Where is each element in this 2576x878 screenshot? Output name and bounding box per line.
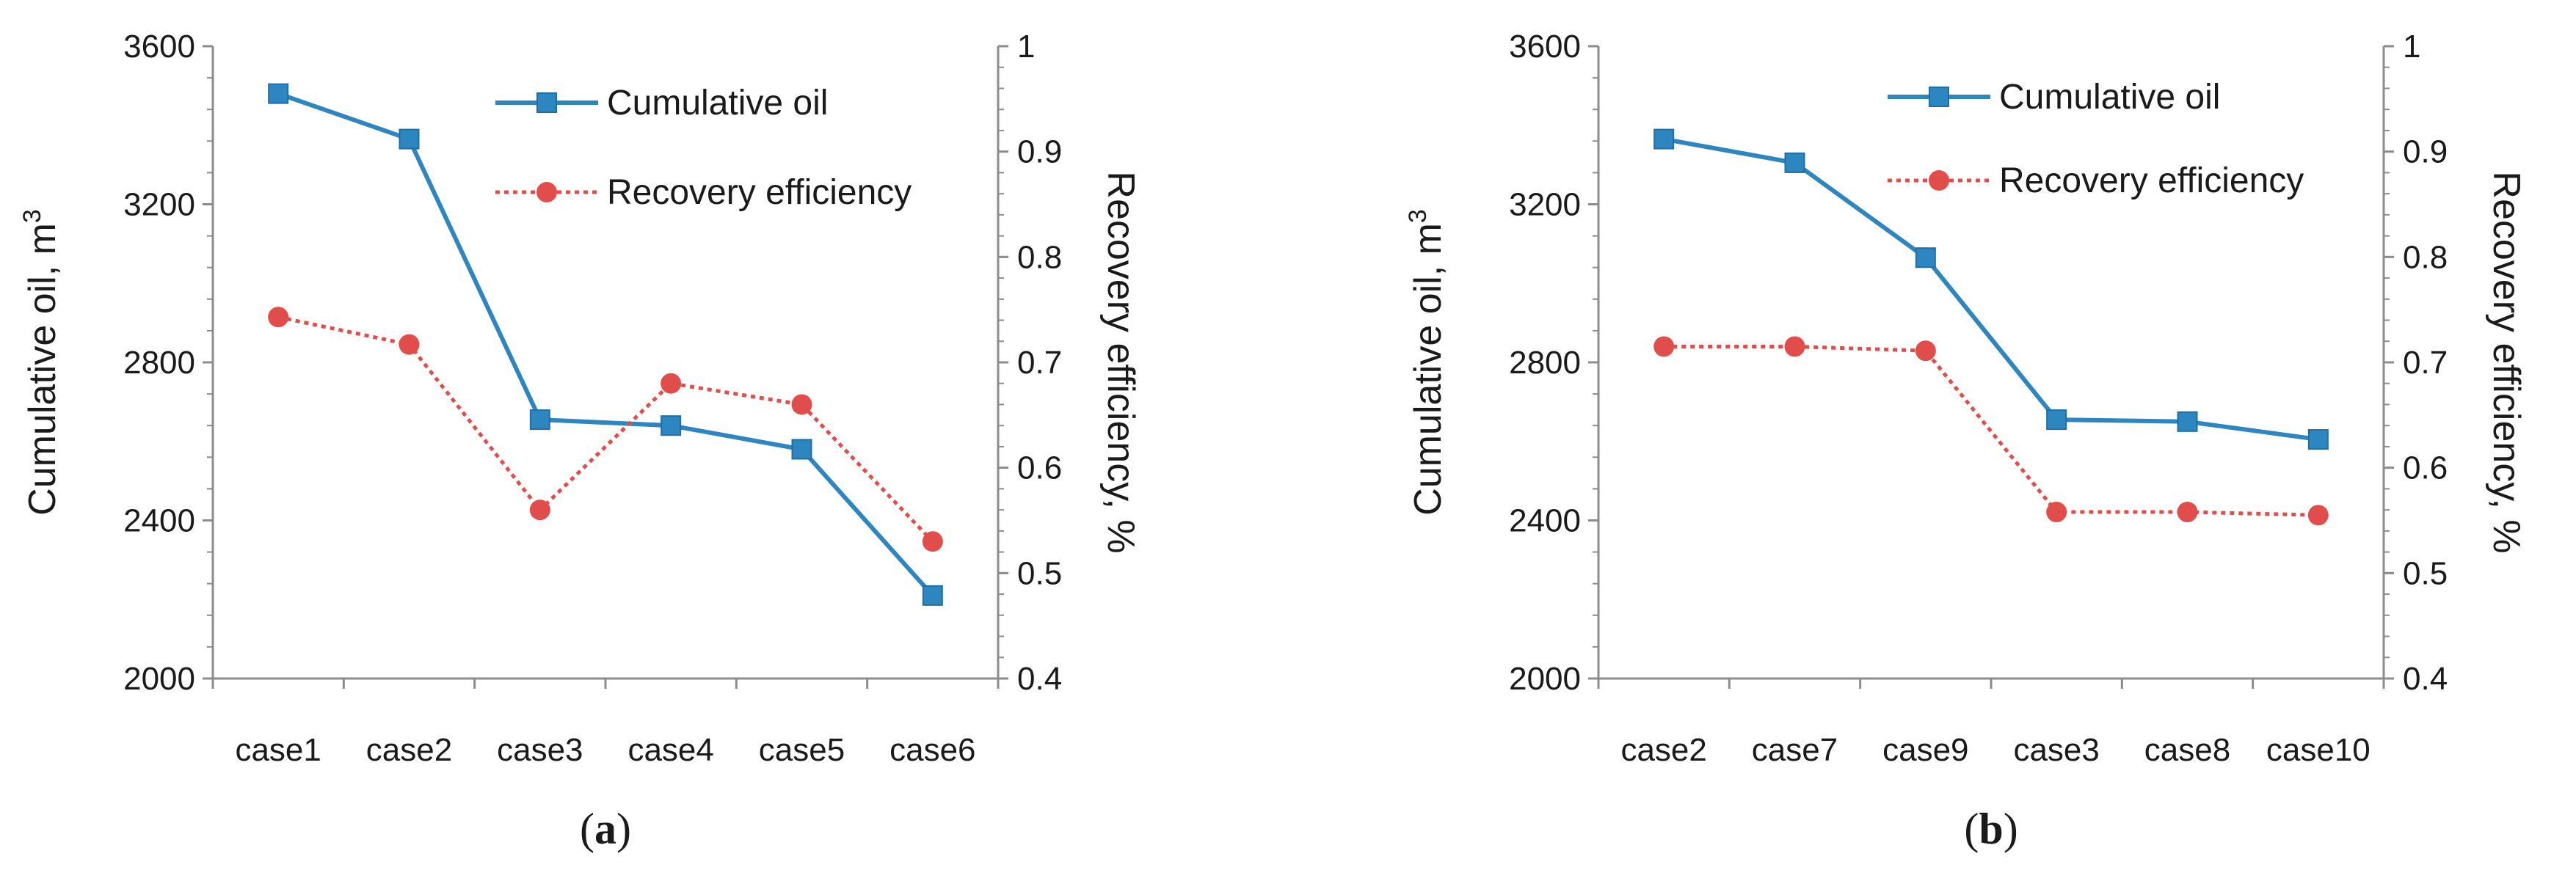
point-cumulative-oil [268, 83, 289, 104]
legend-label: Recovery efficiency [1999, 161, 2304, 200]
right-tick-label: 0.7 [1017, 345, 1062, 381]
point-cumulative-oil [791, 439, 812, 460]
legend-label: Cumulative oil [607, 84, 828, 122]
right-tick-label: 1 [1017, 29, 1035, 65]
right-tick-label: 0.5 [1017, 555, 1062, 591]
left-axis-title-text: Cumulative oil, m [1407, 223, 1449, 516]
panel-label-letter: b [1979, 805, 2003, 853]
x-tick-label: case10 [2266, 732, 2371, 768]
point-recovery-efficiency [2307, 505, 2329, 526]
left-tick-label: 2400 [1509, 503, 1581, 539]
x-tick-label: case9 [1882, 732, 1968, 768]
point-recovery-efficiency [1653, 336, 1675, 357]
panel-label-open: ( [580, 805, 594, 853]
right-axis-title: Recovery efficiency, % [1099, 171, 1142, 553]
point-cumulative-oil [2177, 411, 2198, 432]
right-tick-label: 0.9 [2403, 134, 2448, 170]
point-recovery-efficiency [1784, 336, 1805, 357]
point-cumulative-oil [922, 585, 943, 606]
panel-label-letter: a [594, 805, 616, 853]
left-tick-label: 2800 [123, 345, 195, 381]
point-recovery-efficiency [2177, 502, 2198, 523]
x-tick-label: case4 [627, 732, 713, 768]
x-tick-label: case3 [497, 732, 583, 768]
left-tick-label: 2000 [1509, 661, 1581, 697]
left-tick-label: 3600 [1509, 29, 1581, 65]
left-tick-label: 2400 [123, 503, 195, 539]
chart-panel-b: 2000 2400 2800 3200 3600 0.4 0.5 0.6 0.7 0.8 0.9 1 c… [1404, 29, 2528, 853]
left-axis-title-superscript: 3 [18, 209, 46, 223]
legend-marker-square [1929, 87, 1949, 107]
x-tick-label: case8 [2144, 732, 2230, 768]
x-tick-label: case2 [366, 732, 452, 768]
point-cumulative-oil [2046, 409, 2067, 431]
series-line-cumulative-oil [1663, 136, 2319, 442]
right-axis-title: Recovery efficiency, % [2485, 171, 2528, 553]
point-cumulative-oil [399, 128, 420, 150]
point-cumulative-oil [1915, 247, 1936, 268]
left-tick-label: 3200 [1509, 187, 1581, 223]
right-tick-label: 0.6 [2403, 450, 2448, 486]
point-cumulative-oil [1653, 128, 1675, 150]
legend-marker-circle [1929, 170, 1949, 191]
panel-label-open: ( [1964, 805, 1979, 853]
right-tick-label: 1 [2403, 29, 2420, 65]
right-tick-label: 0.9 [1017, 134, 1062, 170]
point-recovery-efficiency [2046, 502, 2067, 523]
legend-marker-square [536, 92, 557, 113]
legend-label: Recovery efficiency [607, 173, 912, 212]
legend-marker-circle [536, 182, 557, 202]
panel-label: (b) [1964, 805, 2017, 853]
left-axis-title-superscript: 3 [1404, 209, 1432, 223]
panel-label: (a) [580, 805, 631, 853]
legend-label: Cumulative oil [1999, 78, 2220, 117]
point-recovery-efficiency [1915, 340, 1936, 362]
point-cumulative-oil [529, 409, 550, 431]
right-tick-label: 0.8 [1017, 239, 1062, 275]
right-tick-label: 0.6 [1017, 450, 1062, 486]
left-axis-title-text: Cumulative oil, m [21, 223, 64, 516]
point-recovery-efficiency [268, 307, 289, 328]
panel-label-close: ) [616, 805, 631, 853]
point-cumulative-oil [1784, 152, 1805, 173]
right-tick-label: 0.4 [1017, 661, 1062, 697]
left-axis-title: Cumulative oil, m3 [1404, 209, 1449, 516]
series-line-recovery-efficiency [277, 315, 934, 543]
point-cumulative-oil [2307, 429, 2329, 450]
point-recovery-efficiency [791, 394, 812, 415]
point-recovery-efficiency [399, 334, 420, 355]
left-tick-label: 3200 [123, 187, 195, 223]
series-line-cumulative-oil [277, 91, 935, 597]
right-tick-label: 0.8 [2403, 239, 2448, 275]
point-recovery-efficiency [922, 531, 943, 552]
left-tick-label: 2800 [1509, 345, 1581, 381]
point-recovery-efficiency [529, 500, 550, 521]
chart-panel-a: 2000 2400 2800 3200 3600 0.4 0.5 0.6 0.7 0.8 0.9 1 c… [18, 29, 1142, 853]
x-tick-label: case7 [1752, 732, 1838, 768]
right-tick-label: 0.4 [2403, 661, 2448, 697]
point-recovery-efficiency [661, 373, 682, 394]
panel-label-close: ) [2004, 805, 2018, 853]
x-tick-label: case3 [2013, 732, 2099, 768]
x-tick-label: case5 [759, 732, 845, 768]
series-line-recovery-efficiency [1664, 344, 2318, 517]
right-tick-label: 0.7 [2403, 345, 2448, 381]
left-axis-title: Cumulative oil, m3 [18, 209, 64, 516]
x-tick-label: case1 [235, 732, 321, 768]
right-tick-label: 0.5 [2403, 555, 2448, 591]
x-tick-label: case6 [889, 732, 975, 768]
x-tick-label: case2 [1620, 732, 1706, 768]
left-tick-label: 3600 [123, 29, 195, 65]
point-cumulative-oil [661, 415, 682, 436]
left-tick-label: 2000 [123, 661, 195, 697]
